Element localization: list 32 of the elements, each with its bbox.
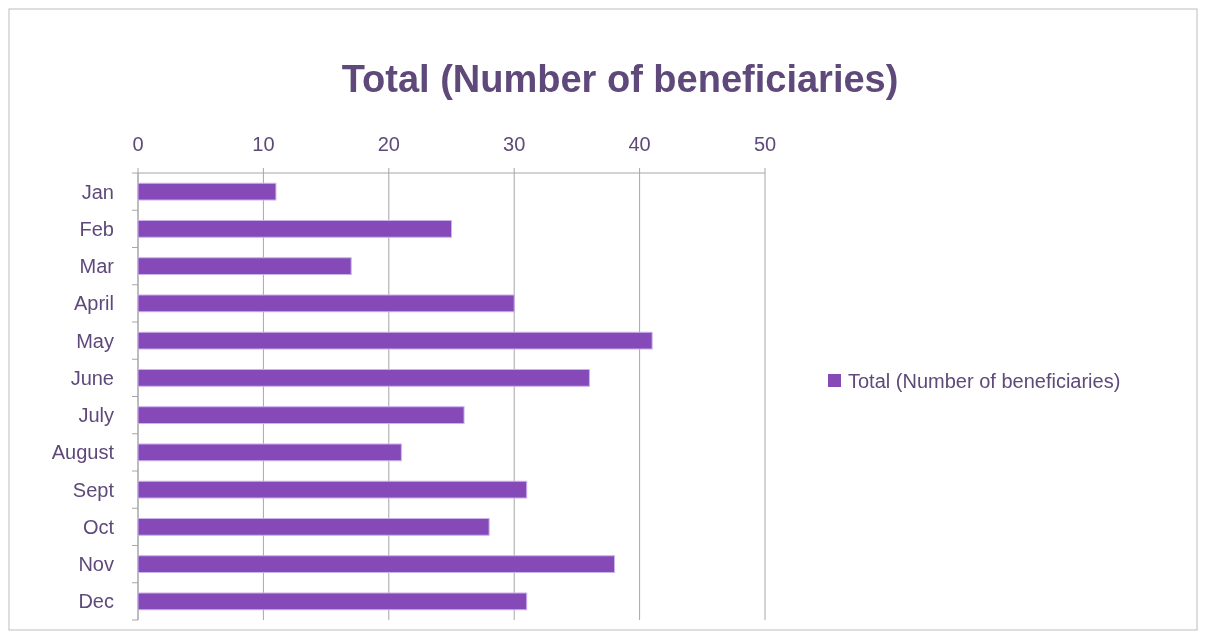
x-tick-label: 40 <box>628 133 651 155</box>
bar <box>137 555 616 574</box>
bar <box>137 257 352 276</box>
y-tick-label: Mar <box>79 255 115 278</box>
y-tick-label: July <box>78 404 114 427</box>
y-tick-label: Jan <box>81 180 114 203</box>
bar <box>137 219 452 238</box>
y-tick-label: May <box>76 329 114 352</box>
x-tick-label: 30 <box>503 133 526 155</box>
y-tick-label: June <box>70 366 114 389</box>
x-tick-label: 10 <box>252 133 275 155</box>
y-tick-label: Dec <box>78 590 114 613</box>
bar <box>137 182 277 201</box>
x-tick-label: 0 <box>132 133 144 155</box>
bar <box>137 331 653 350</box>
y-tick-label: Nov <box>78 553 114 576</box>
bar <box>137 480 528 499</box>
bar <box>137 592 528 611</box>
y-tick-label: April <box>73 292 114 315</box>
chart-title: Total (Number of beneficiaries) <box>341 58 899 100</box>
x-tick-label: 20 <box>377 133 400 155</box>
y-tick-label: August <box>51 441 115 464</box>
legend-label: Total (Number of beneficiaries) <box>848 370 1121 392</box>
bar <box>137 368 590 387</box>
bar <box>137 406 465 425</box>
y-tick-label: Feb <box>79 217 114 240</box>
bar <box>137 517 490 536</box>
bar <box>137 443 402 462</box>
y-tick-label: Oct <box>82 515 115 538</box>
x-tick-label: 50 <box>753 133 777 155</box>
bar <box>137 294 515 313</box>
y-tick-label: Sept <box>72 478 115 501</box>
